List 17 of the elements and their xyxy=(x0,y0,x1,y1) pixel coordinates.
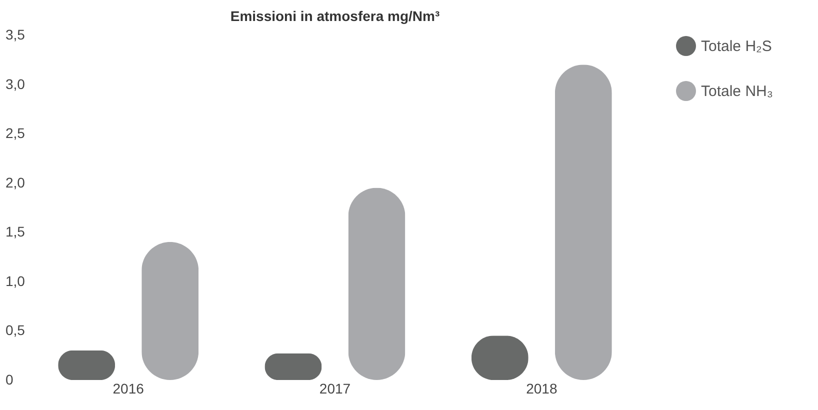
y-tick-label: 2,5 xyxy=(6,125,26,142)
y-tick-label: 0 xyxy=(6,372,14,388)
x-tick-label: 2018 xyxy=(526,380,558,396)
y-tick-label: 1,0 xyxy=(6,272,26,289)
bar xyxy=(142,242,199,380)
legend-label: Totale NH₃ xyxy=(701,83,773,100)
x-tick-label: 2017 xyxy=(319,380,351,396)
x-tick-label: 2016 xyxy=(112,380,144,396)
y-tick-label: 3,5 xyxy=(6,26,26,42)
y-tick-label: 3,0 xyxy=(6,76,26,92)
bar xyxy=(348,188,406,380)
chart-title: Emissioni in atmosfera mg/Nm³ xyxy=(230,8,440,24)
y-tick-label: 2,0 xyxy=(6,174,26,190)
bar xyxy=(554,64,612,380)
legend-label: Totale H₂S xyxy=(701,38,772,55)
y-tick-label: 0,5 xyxy=(6,322,26,338)
y-tick-label: 1,5 xyxy=(6,224,26,240)
